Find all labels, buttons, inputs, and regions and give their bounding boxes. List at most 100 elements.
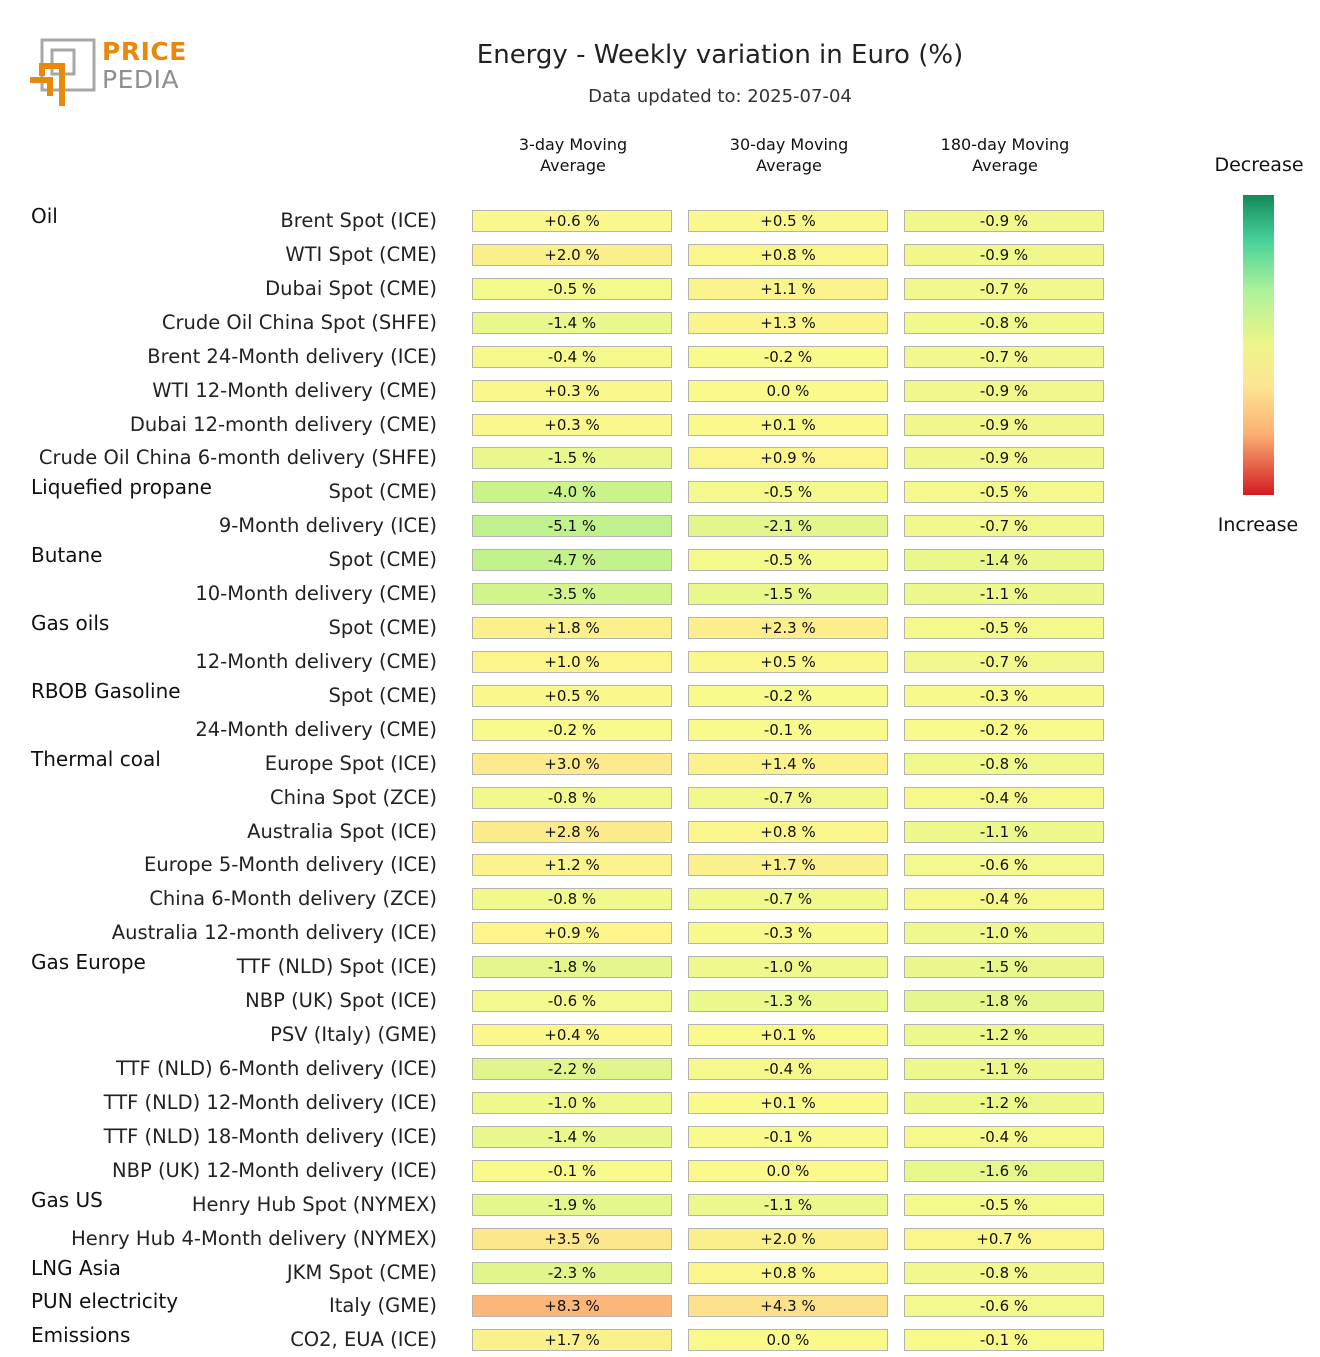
column-header-30day-line1: 30-day Moving [729, 135, 849, 154]
heatmap-cell: -0.9 % [904, 379, 1104, 402]
heatmap-cell: +1.0 % [472, 650, 672, 673]
heatmap-cell: -0.4 % [904, 1125, 1104, 1148]
column-header-3day: 3-day Moving Average [472, 134, 674, 176]
heatmap-cell: -0.3 % [904, 684, 1104, 707]
heatmap-cell: +0.7 % [904, 1227, 1104, 1250]
row-label: 9-Month delivery (ICE) [218, 514, 437, 538]
heatmap-cell: +2.3 % [688, 617, 888, 640]
heatmap-cell: +1.8 % [472, 617, 672, 640]
heatmap-cell: -0.1 % [688, 718, 888, 741]
heatmap-cell: +0.3 % [472, 379, 672, 402]
row-label: Spot (CME) [328, 480, 437, 504]
group-label: Gas Europe [31, 950, 146, 975]
heatmap-cell: -0.7 % [688, 888, 888, 911]
heatmap-cell: +0.8 % [688, 1261, 888, 1284]
heatmap-cell: +0.9 % [688, 447, 888, 470]
heatmap-cell: -0.9 % [904, 447, 1104, 470]
heatmap-cell: -0.8 % [904, 1261, 1104, 1284]
heatmap-cell: 0.0 % [688, 1329, 888, 1352]
heatmap-cell: +0.5 % [472, 684, 672, 707]
heatmap-cell: +3.5 % [472, 1227, 672, 1250]
heatmap-cell: -0.9 % [904, 413, 1104, 436]
heatmap-cell: -1.1 % [688, 1193, 888, 1216]
heatmap-cell: +0.3 % [472, 413, 672, 436]
heatmap-cell: -1.3 % [688, 990, 888, 1013]
heatmap-cell: +0.8 % [688, 243, 888, 266]
column-header-180day-line1: 180-day Moving [940, 135, 1070, 154]
heatmap-cell: -0.6 % [904, 1295, 1104, 1318]
row-label: Spot (CME) [328, 548, 437, 572]
row-label: WTI 12-Month delivery (CME) [152, 378, 437, 402]
heatmap-cell: -1.2 % [904, 1024, 1104, 1047]
group-label: Gas oils [31, 611, 110, 636]
heatmap-cell: -0.5 % [472, 277, 672, 300]
heatmap-cell: -1.4 % [472, 1125, 672, 1148]
heatmap-cell: -0.4 % [472, 345, 672, 368]
column-header-3day-line2: Average [540, 156, 606, 175]
legend-increase-label: Increase [1217, 514, 1299, 536]
heatmap-cell: -0.8 % [904, 752, 1104, 775]
heatmap-cell: -0.2 % [688, 345, 888, 368]
column-header-30day-line2: Average [756, 156, 822, 175]
heatmap-cell: -0.6 % [472, 990, 672, 1013]
heatmap-cell: +1.3 % [688, 311, 888, 334]
heatmap-cell: -0.5 % [688, 549, 888, 572]
heatmap-cell: 0.0 % [688, 1159, 888, 1182]
row-label: Henry Hub Spot (NYMEX) [191, 1192, 437, 1216]
heatmap-cell: -0.4 % [688, 1058, 888, 1080]
row-label: Henry Hub 4-Month delivery (NYMEX) [71, 1226, 437, 1250]
heatmap-cell: +1.1 % [688, 277, 888, 300]
group-label: Oil [31, 204, 58, 228]
row-label: China Spot (ZCE) [270, 785, 437, 809]
column-header-180day-line2: Average [972, 156, 1038, 175]
row-label: NBP (UK) Spot (ICE) [245, 989, 437, 1013]
heatmap-cell: -0.5 % [904, 481, 1104, 504]
heatmap-cell: +0.8 % [688, 820, 888, 843]
column-header-30day: 30-day Moving Average [688, 134, 890, 176]
chart-title: Energy - Weekly variation in Euro (%) [476, 40, 964, 70]
row-label: Spot (CME) [328, 616, 437, 640]
logo-line-2: PEDIA [102, 65, 180, 94]
row-label: NBP (UK) 12-Month delivery (ICE) [112, 1158, 437, 1182]
legend-color-scale [1243, 195, 1274, 495]
logo-line-1: PRICE [102, 37, 187, 66]
heatmap-cell: -3.5 % [472, 583, 672, 606]
heatmap-cell: +1.2 % [472, 854, 672, 877]
row-label: TTF (NLD) 6-Month delivery (ICE) [116, 1057, 437, 1080]
heatmap-cell: -0.5 % [904, 617, 1104, 640]
heatmap-cell: -1.0 % [472, 1091, 672, 1114]
heatmap-cell: +2.0 % [472, 243, 672, 266]
heatmap-cell: -1.5 % [904, 956, 1104, 979]
heatmap-cell: +0.1 % [688, 1091, 888, 1114]
heatmap-cell: -0.7 % [688, 786, 888, 809]
heatmap-cell: -1.6 % [904, 1159, 1104, 1182]
heatmap-cell: -1.1 % [904, 820, 1104, 843]
heatmap-cell: +1.7 % [472, 1329, 672, 1352]
heatmap-cell: +1.4 % [688, 752, 888, 775]
heatmap-cell: -1.1 % [904, 1058, 1104, 1080]
row-label: TTF (NLD) 12-Month delivery (ICE) [103, 1090, 437, 1114]
heatmap-cell: -0.2 % [904, 718, 1104, 741]
heatmap-cell: -0.2 % [688, 684, 888, 707]
row-label: Crude Oil China Spot (SHFE) [161, 310, 437, 334]
row-label: Dubai Spot (CME) [265, 276, 437, 300]
heatmap-cell: +1.7 % [688, 854, 888, 877]
row-label: Brent Spot (ICE) [280, 209, 437, 232]
heatmap-cell: -0.7 % [904, 277, 1104, 300]
heatmap-cell: -0.4 % [904, 888, 1104, 911]
column-header-3day-line1: 3-day Moving [518, 135, 628, 154]
heatmap-cell: -1.8 % [472, 956, 672, 979]
row-label: Brent 24-Month delivery (ICE) [147, 344, 437, 368]
group-label: Thermal coal [31, 746, 161, 771]
heatmap-cell: 0.0 % [688, 379, 888, 402]
heatmap-cell: -0.8 % [904, 311, 1104, 334]
heatmap-cell: +2.8 % [472, 820, 672, 843]
heatmap-cell: +3.0 % [472, 752, 672, 775]
column-header-180day: 180-day Moving Average [904, 134, 1106, 176]
heatmap-cell: -0.1 % [904, 1329, 1104, 1352]
row-label: WTI Spot (CME) [285, 242, 437, 266]
logo-text: PRICE PEDIA [102, 38, 187, 94]
heatmap-cell: -0.7 % [904, 515, 1104, 538]
heatmap-cell: -1.4 % [472, 311, 672, 334]
row-label: Europe Spot (ICE) [264, 751, 437, 775]
